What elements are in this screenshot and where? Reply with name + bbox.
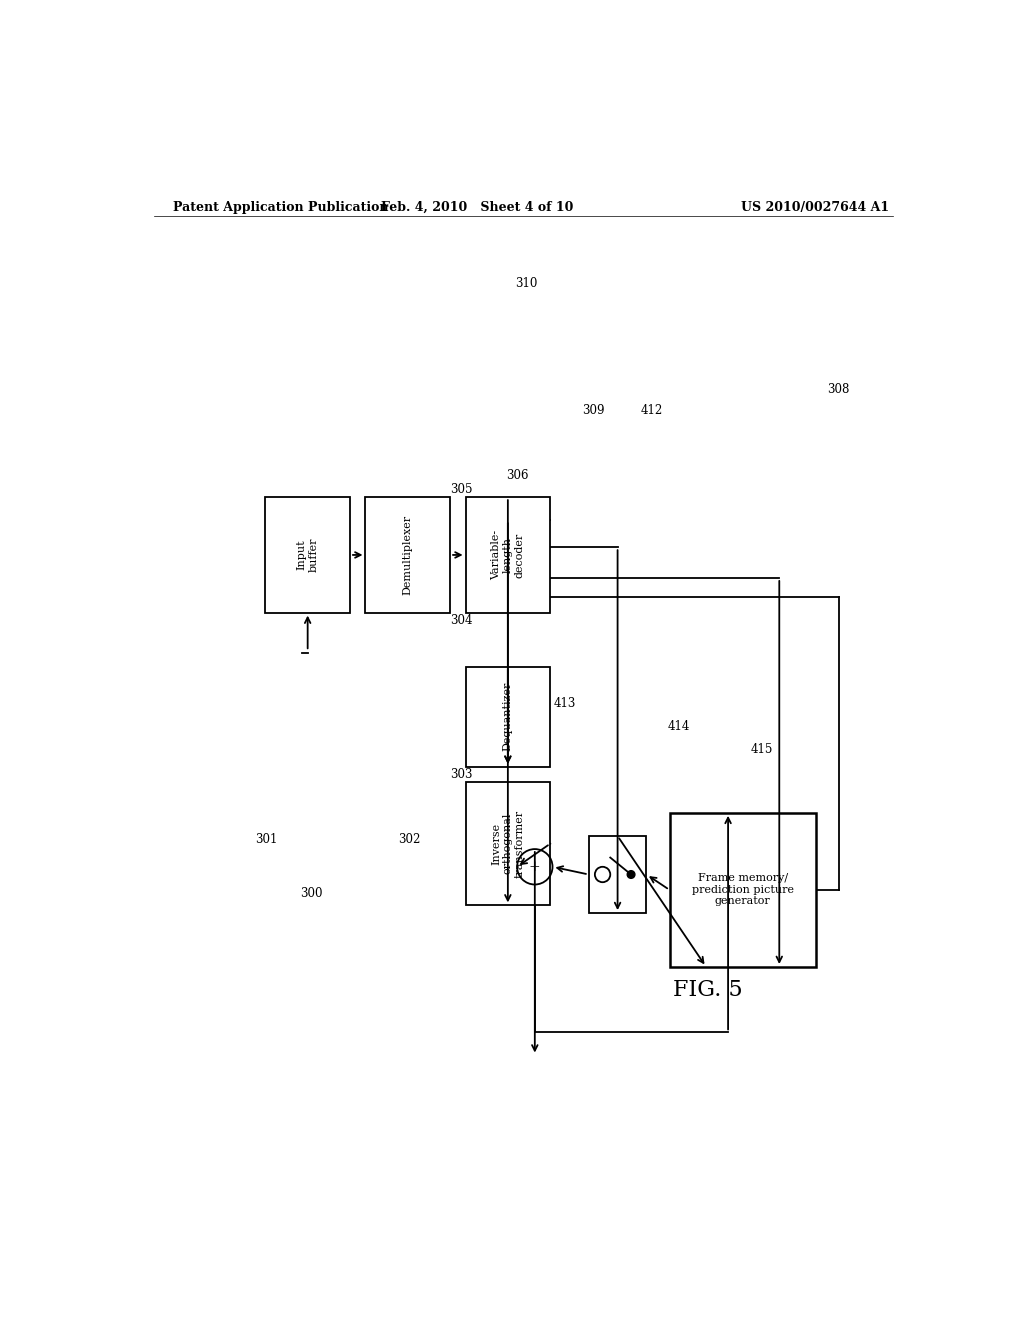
- Text: Variable-
length
decoder: Variable- length decoder: [492, 529, 524, 579]
- Text: 301: 301: [255, 833, 278, 846]
- Text: 412: 412: [640, 404, 663, 417]
- Bar: [265, 498, 350, 612]
- Text: 310: 310: [515, 277, 538, 289]
- Text: 304: 304: [451, 614, 473, 627]
- Text: 309: 309: [582, 404, 604, 417]
- Text: Dequantizer: Dequantizer: [503, 682, 513, 751]
- Bar: [466, 667, 550, 767]
- Text: 308: 308: [827, 383, 850, 396]
- Text: 306: 306: [506, 469, 528, 482]
- Bar: [366, 498, 451, 612]
- Text: Demultiplexer: Demultiplexer: [402, 515, 413, 595]
- Text: FIG. 5: FIG. 5: [673, 979, 742, 1001]
- Circle shape: [628, 871, 635, 878]
- Text: +: +: [529, 859, 541, 874]
- Text: 303: 303: [451, 768, 473, 781]
- Text: Frame memory/
prediction picture
generator: Frame memory/ prediction picture generat…: [691, 874, 794, 907]
- Bar: [589, 836, 646, 913]
- Text: 302: 302: [398, 833, 421, 846]
- Text: Patent Application Publication: Patent Application Publication: [173, 201, 388, 214]
- Text: Feb. 4, 2010   Sheet 4 of 10: Feb. 4, 2010 Sheet 4 of 10: [381, 201, 573, 214]
- Bar: [466, 498, 550, 612]
- Text: 415: 415: [751, 743, 773, 756]
- Text: 414: 414: [668, 721, 690, 733]
- Text: 300: 300: [300, 887, 323, 900]
- Text: 413: 413: [554, 697, 577, 710]
- Text: Inverse
orthogonal
transformer: Inverse orthogonal transformer: [492, 809, 524, 878]
- Bar: [670, 813, 816, 966]
- Bar: [466, 781, 550, 906]
- Text: Input
buffer: Input buffer: [297, 537, 318, 572]
- Text: 305: 305: [451, 483, 473, 496]
- Text: US 2010/0027644 A1: US 2010/0027644 A1: [741, 201, 889, 214]
